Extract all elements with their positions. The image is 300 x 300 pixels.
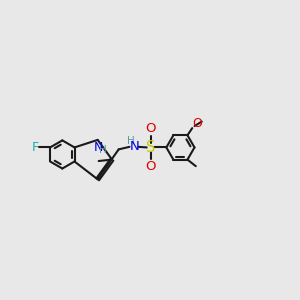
Text: N: N: [129, 140, 139, 153]
Text: O: O: [192, 118, 202, 130]
Text: N: N: [94, 140, 103, 154]
Text: F: F: [32, 141, 39, 154]
Text: O: O: [146, 160, 156, 173]
Text: H: H: [99, 145, 106, 155]
Text: O: O: [146, 122, 156, 135]
Text: H: H: [127, 136, 135, 146]
Text: S: S: [146, 140, 155, 155]
